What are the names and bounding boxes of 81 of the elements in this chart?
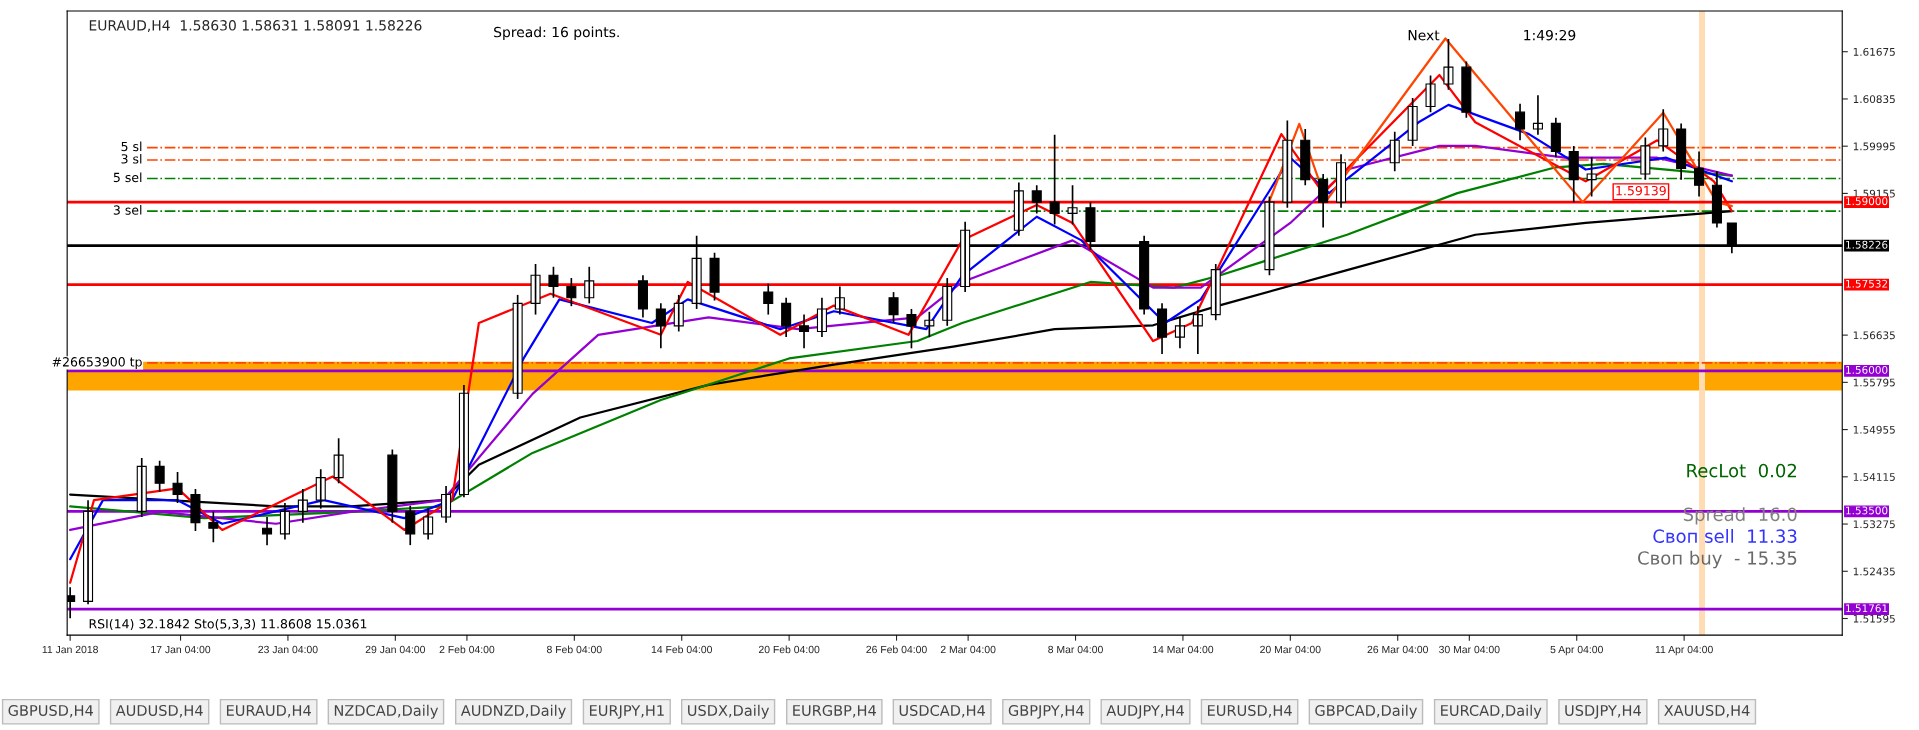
candlestick [548, 265, 559, 299]
x-tick-label: 29 Jan 04:00 [365, 645, 426, 654]
ref-line-label: 1.57532 [1846, 279, 1888, 288]
ref-line-label: 3 sl [121, 153, 142, 164]
text: AUDJPY,H4 [1106, 705, 1184, 719]
candlestick [1407, 97, 1418, 147]
x-tick-label: 20 Feb 04:00 [758, 645, 820, 654]
text: EURAUD,H4 [226, 705, 311, 718]
x-tick-label: 2 Mar 04:00 [940, 645, 996, 654]
candlestick [906, 308, 917, 350]
y-tick-label: 1.53275 [1853, 520, 1895, 529]
ref-line-label: #26653900 tp [52, 357, 142, 369]
candlestick [1443, 38, 1454, 91]
x-tick-label: 11 Jan 2018 [42, 645, 98, 654]
candlestick [154, 459, 165, 493]
x-tick-label: 8 Mar 04:00 [1048, 645, 1103, 654]
ref-line-label: 3 sel [113, 205, 142, 215]
text: GBPUSD,H4 [8, 704, 93, 718]
candlestick [1425, 74, 1436, 113]
text: EURJPY,H1 [589, 705, 664, 719]
y-tick-label: 1.51595 [1853, 614, 1895, 623]
annotation: Своп buy - 15.35 [1638, 550, 1797, 569]
y-tick-label: 1.56635 [1853, 331, 1895, 340]
ref-line-label: 1.59000 [1846, 197, 1888, 206]
candlestick [1282, 119, 1293, 209]
text: EURCAD,Daily [1441, 704, 1542, 719]
y-tick-label: 1.54115 [1853, 473, 1895, 481]
ref-line-label: 5 sl [121, 141, 142, 152]
x-tick-label: 17 Jan 04:00 [151, 645, 211, 654]
candlestick [512, 294, 523, 400]
candlestick [709, 251, 720, 302]
text: USDCAD,H4 [899, 704, 986, 718]
y-tick-label: 1.61675 [1853, 47, 1895, 56]
x-tick-label: 14 Feb 04:00 [651, 645, 713, 654]
candlestick [172, 471, 183, 504]
annotation: 1:49:29 [1524, 29, 1576, 41]
text: EURUSD,H4 [1207, 704, 1292, 718]
ref-line-label: 5 sel [113, 172, 142, 183]
x-tick-label: 2 Feb 04:00 [439, 645, 495, 654]
x-tick-label: 23 Jan 04:00 [258, 645, 318, 654]
candlestick [208, 510, 219, 544]
annotation: Next [1408, 30, 1440, 41]
y-tick-label: 1.55795 [1853, 378, 1895, 387]
x-tick-label: 26 Feb 04:00 [866, 645, 927, 654]
candlestick [1586, 156, 1597, 198]
ref-line-label: 1.56000 [1846, 365, 1888, 374]
candlestick [1067, 184, 1078, 226]
text: XAUUSD,H4 [1664, 704, 1750, 718]
text: USDJPY,H4 [1565, 704, 1641, 719]
annotation: Своп sell 11.33 [1653, 528, 1797, 543]
annotation: 1.59139 [1616, 185, 1666, 196]
y-tick-label: 1.54955 [1853, 425, 1895, 434]
y-tick-label: 1.59995 [1853, 142, 1895, 151]
candlestick [888, 291, 899, 324]
x-tick-label: 20 Mar 04:00 [1260, 645, 1321, 654]
text: GBPCAD,Daily [1315, 704, 1418, 719]
annotation: RSI(14) 32.1842 Sto(5,3,3) 11.8608 15.0361 [89, 618, 367, 631]
y-tick-label: 1.60835 [1853, 95, 1895, 104]
candlestick [530, 263, 541, 316]
ref-line-label: 1.51761 [1846, 604, 1888, 613]
y-tick-label: 1.59155 [1853, 189, 1895, 198]
text: EURAUD,H4 1.58630 1.58631 1.58091 1.58226 [89, 20, 422, 33]
text: AUDNZD,Daily [460, 704, 566, 719]
x-tick-label: 30 Mar 04:00 [1439, 645, 1500, 654]
x-tick-label: 5 Apr 04:00 [1550, 645, 1603, 656]
text: USDX,Daily [688, 704, 770, 719]
x-tick-label: 11 Apr 04:00 [1655, 645, 1713, 656]
text: NZDCAD,Daily [334, 704, 439, 719]
text: GBPJPY,H4 [1008, 704, 1084, 719]
x-tick-label: 26 Mar 04:00 [1367, 645, 1429, 654]
y-tick-label: 1.52435 [1853, 567, 1895, 576]
ref-line-label: 1.58226 [1846, 240, 1888, 249]
annotation: Spread: 16 points. [494, 26, 619, 40]
ref-line-label: 1.53500 [1846, 506, 1888, 515]
x-tick-label: 14 Mar 04:00 [1153, 645, 1214, 654]
annotation: RecLot 0.02 [1687, 463, 1797, 478]
candlestick [1640, 136, 1651, 181]
text: EURGBP,H4 [793, 704, 876, 718]
text: AUDUSD,H4 [115, 704, 203, 718]
candlestick [1049, 133, 1060, 226]
x-tick-label: 8 Feb 04:00 [546, 645, 602, 654]
